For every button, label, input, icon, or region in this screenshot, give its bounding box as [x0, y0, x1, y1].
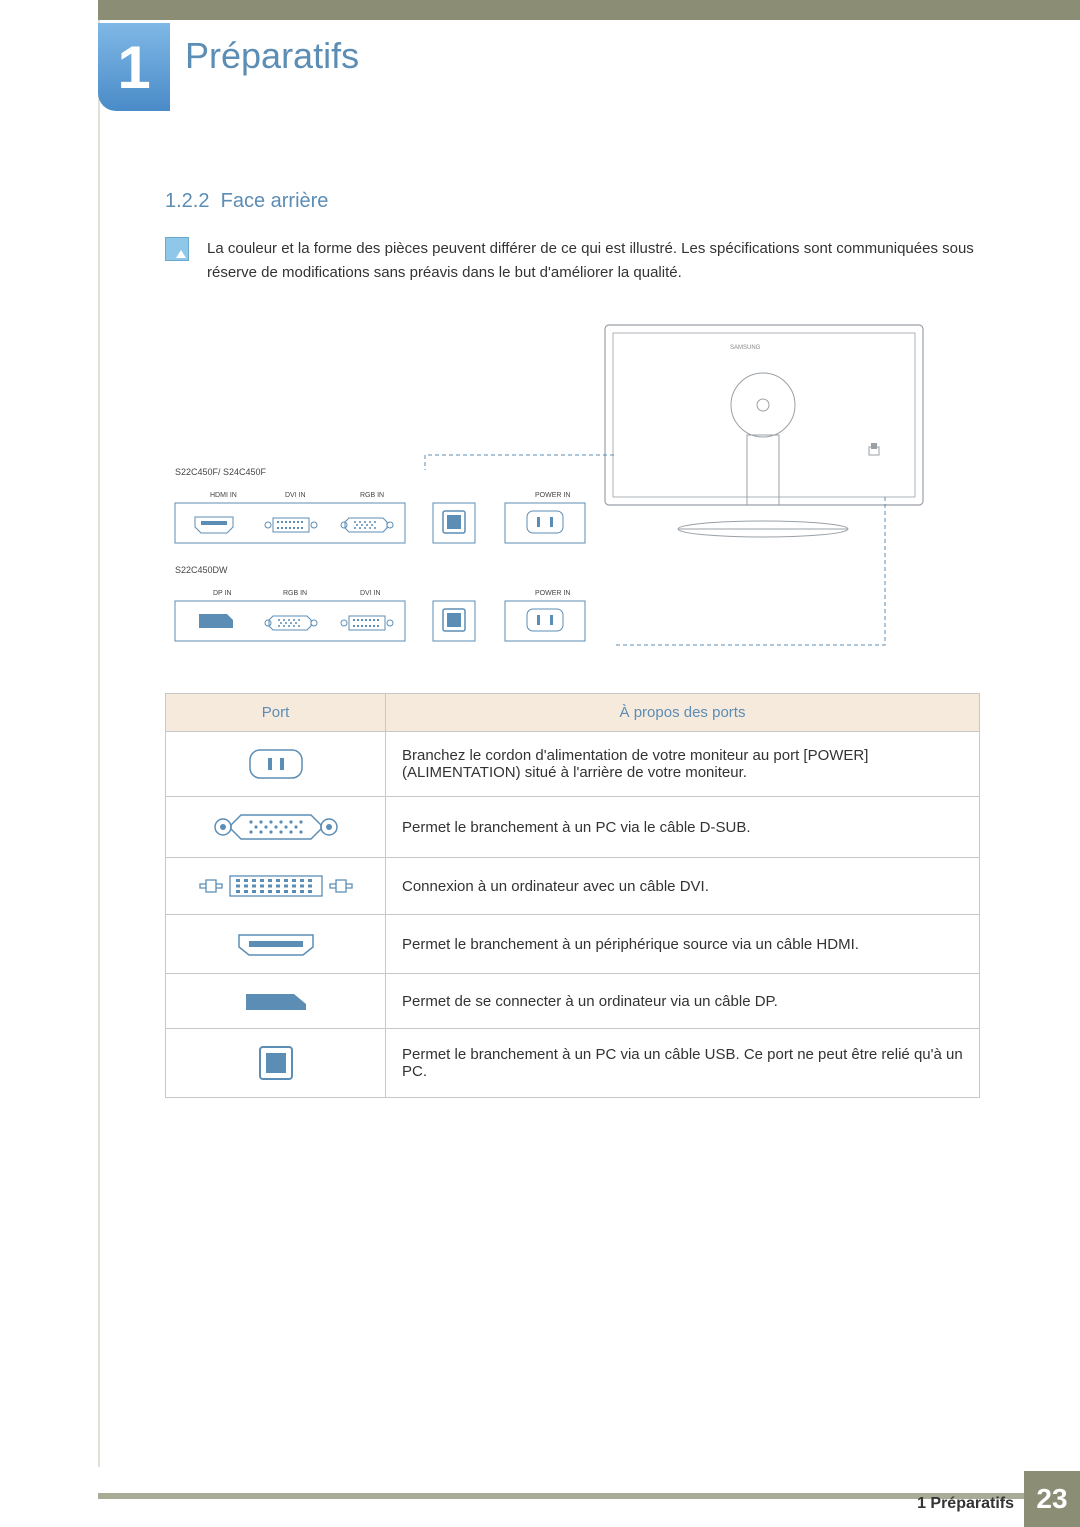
dp-port-icon [236, 986, 316, 1016]
section-number: 1.2.2 [165, 190, 209, 212]
usb-port-icon [254, 1041, 298, 1085]
monitor-rear-icon: SAMSUNG [605, 325, 923, 537]
section-title: Face arrière [221, 190, 329, 212]
chapter-tab: 1 [98, 23, 170, 111]
port-desc: Branchez le cordon d'alimentation de vot… [386, 732, 980, 797]
svg-text:POWER IN: POWER IN [535, 492, 570, 499]
model-label-2: S22C450DW [175, 565, 228, 575]
dvi-port-icon [196, 870, 356, 902]
chapter-number: 1 [117, 33, 150, 102]
port-desc: Permet le branchement à un périphérique … [386, 915, 980, 974]
ports-table: Port À propos des ports Branchez le cord… [165, 693, 980, 1098]
port-icon-power [166, 732, 386, 797]
top-accent-bar [98, 0, 1080, 20]
lock-icon [871, 443, 877, 449]
table-row: Branchez le cordon d'alimentation de vot… [166, 732, 980, 797]
hdmi-port-icon [231, 927, 321, 961]
port-icon-usb [166, 1029, 386, 1098]
svg-text:DVI IN: DVI IN [360, 590, 381, 597]
svg-text:POWER IN: POWER IN [535, 590, 570, 597]
chapter-title: Préparatifs [185, 35, 359, 77]
svg-text:DVI IN: DVI IN [285, 492, 306, 499]
table-row: Permet le branchement à un périphérique … [166, 915, 980, 974]
page-number: 23 [1024, 1471, 1080, 1527]
table-row: Permet de se connecter à un ordinateur v… [166, 974, 980, 1029]
model-label-1: S22C450F/ S24C450F [175, 467, 267, 477]
port-desc: Permet de se connecter à un ordinateur v… [386, 974, 980, 1029]
rear-diagram: SAMSUNG S22C450F/ S24C450F [165, 315, 980, 675]
port-icon-dsub [166, 797, 386, 858]
ports-row-2: DP IN RGB IN DVI IN POWER IN [175, 590, 585, 641]
port-icon-hdmi [166, 915, 386, 974]
note-block: La couleur et la forme des pièces peuven… [165, 237, 980, 285]
dsub-port-icon [211, 809, 341, 845]
table-header-about: À propos des ports [386, 694, 980, 732]
svg-text:HDMI IN: HDMI IN [210, 492, 237, 499]
page-footer: 1 Préparatifs 23 [0, 1471, 1080, 1527]
port-desc: Permet le branchement à un PC via un câb… [386, 1029, 980, 1098]
port-desc: Connexion à un ordinateur avec un câble … [386, 858, 980, 915]
port-desc: Permet le branchement à un PC via le câb… [386, 797, 980, 858]
svg-text:DP IN: DP IN [213, 590, 232, 597]
section-heading: 1.2.2 Face arrière [165, 190, 980, 213]
table-header-port: Port [166, 694, 386, 732]
port-icon-dvi [166, 858, 386, 915]
brand-text: SAMSUNG [730, 345, 761, 351]
left-margin-line [98, 20, 100, 1467]
ports-row-1: HDMI IN DVI IN RGB IN POWER IN [175, 492, 585, 543]
note-icon [165, 237, 189, 261]
table-row: Connexion à un ordinateur avec un câble … [166, 858, 980, 915]
note-text: La couleur et la forme des pièces peuven… [207, 237, 980, 285]
table-row: Permet le branchement à un PC via le câb… [166, 797, 980, 858]
page-body: 1.2.2 Face arrière La couleur et la form… [165, 190, 980, 1098]
power-port-icon [246, 744, 306, 784]
svg-text:RGB IN: RGB IN [360, 492, 384, 499]
port-icon-dp [166, 974, 386, 1029]
footer-breadcrumb: 1 Préparatifs [917, 1495, 1014, 1513]
table-row: Permet le branchement à un PC via un câb… [166, 1029, 980, 1098]
svg-text:RGB IN: RGB IN [283, 590, 307, 597]
